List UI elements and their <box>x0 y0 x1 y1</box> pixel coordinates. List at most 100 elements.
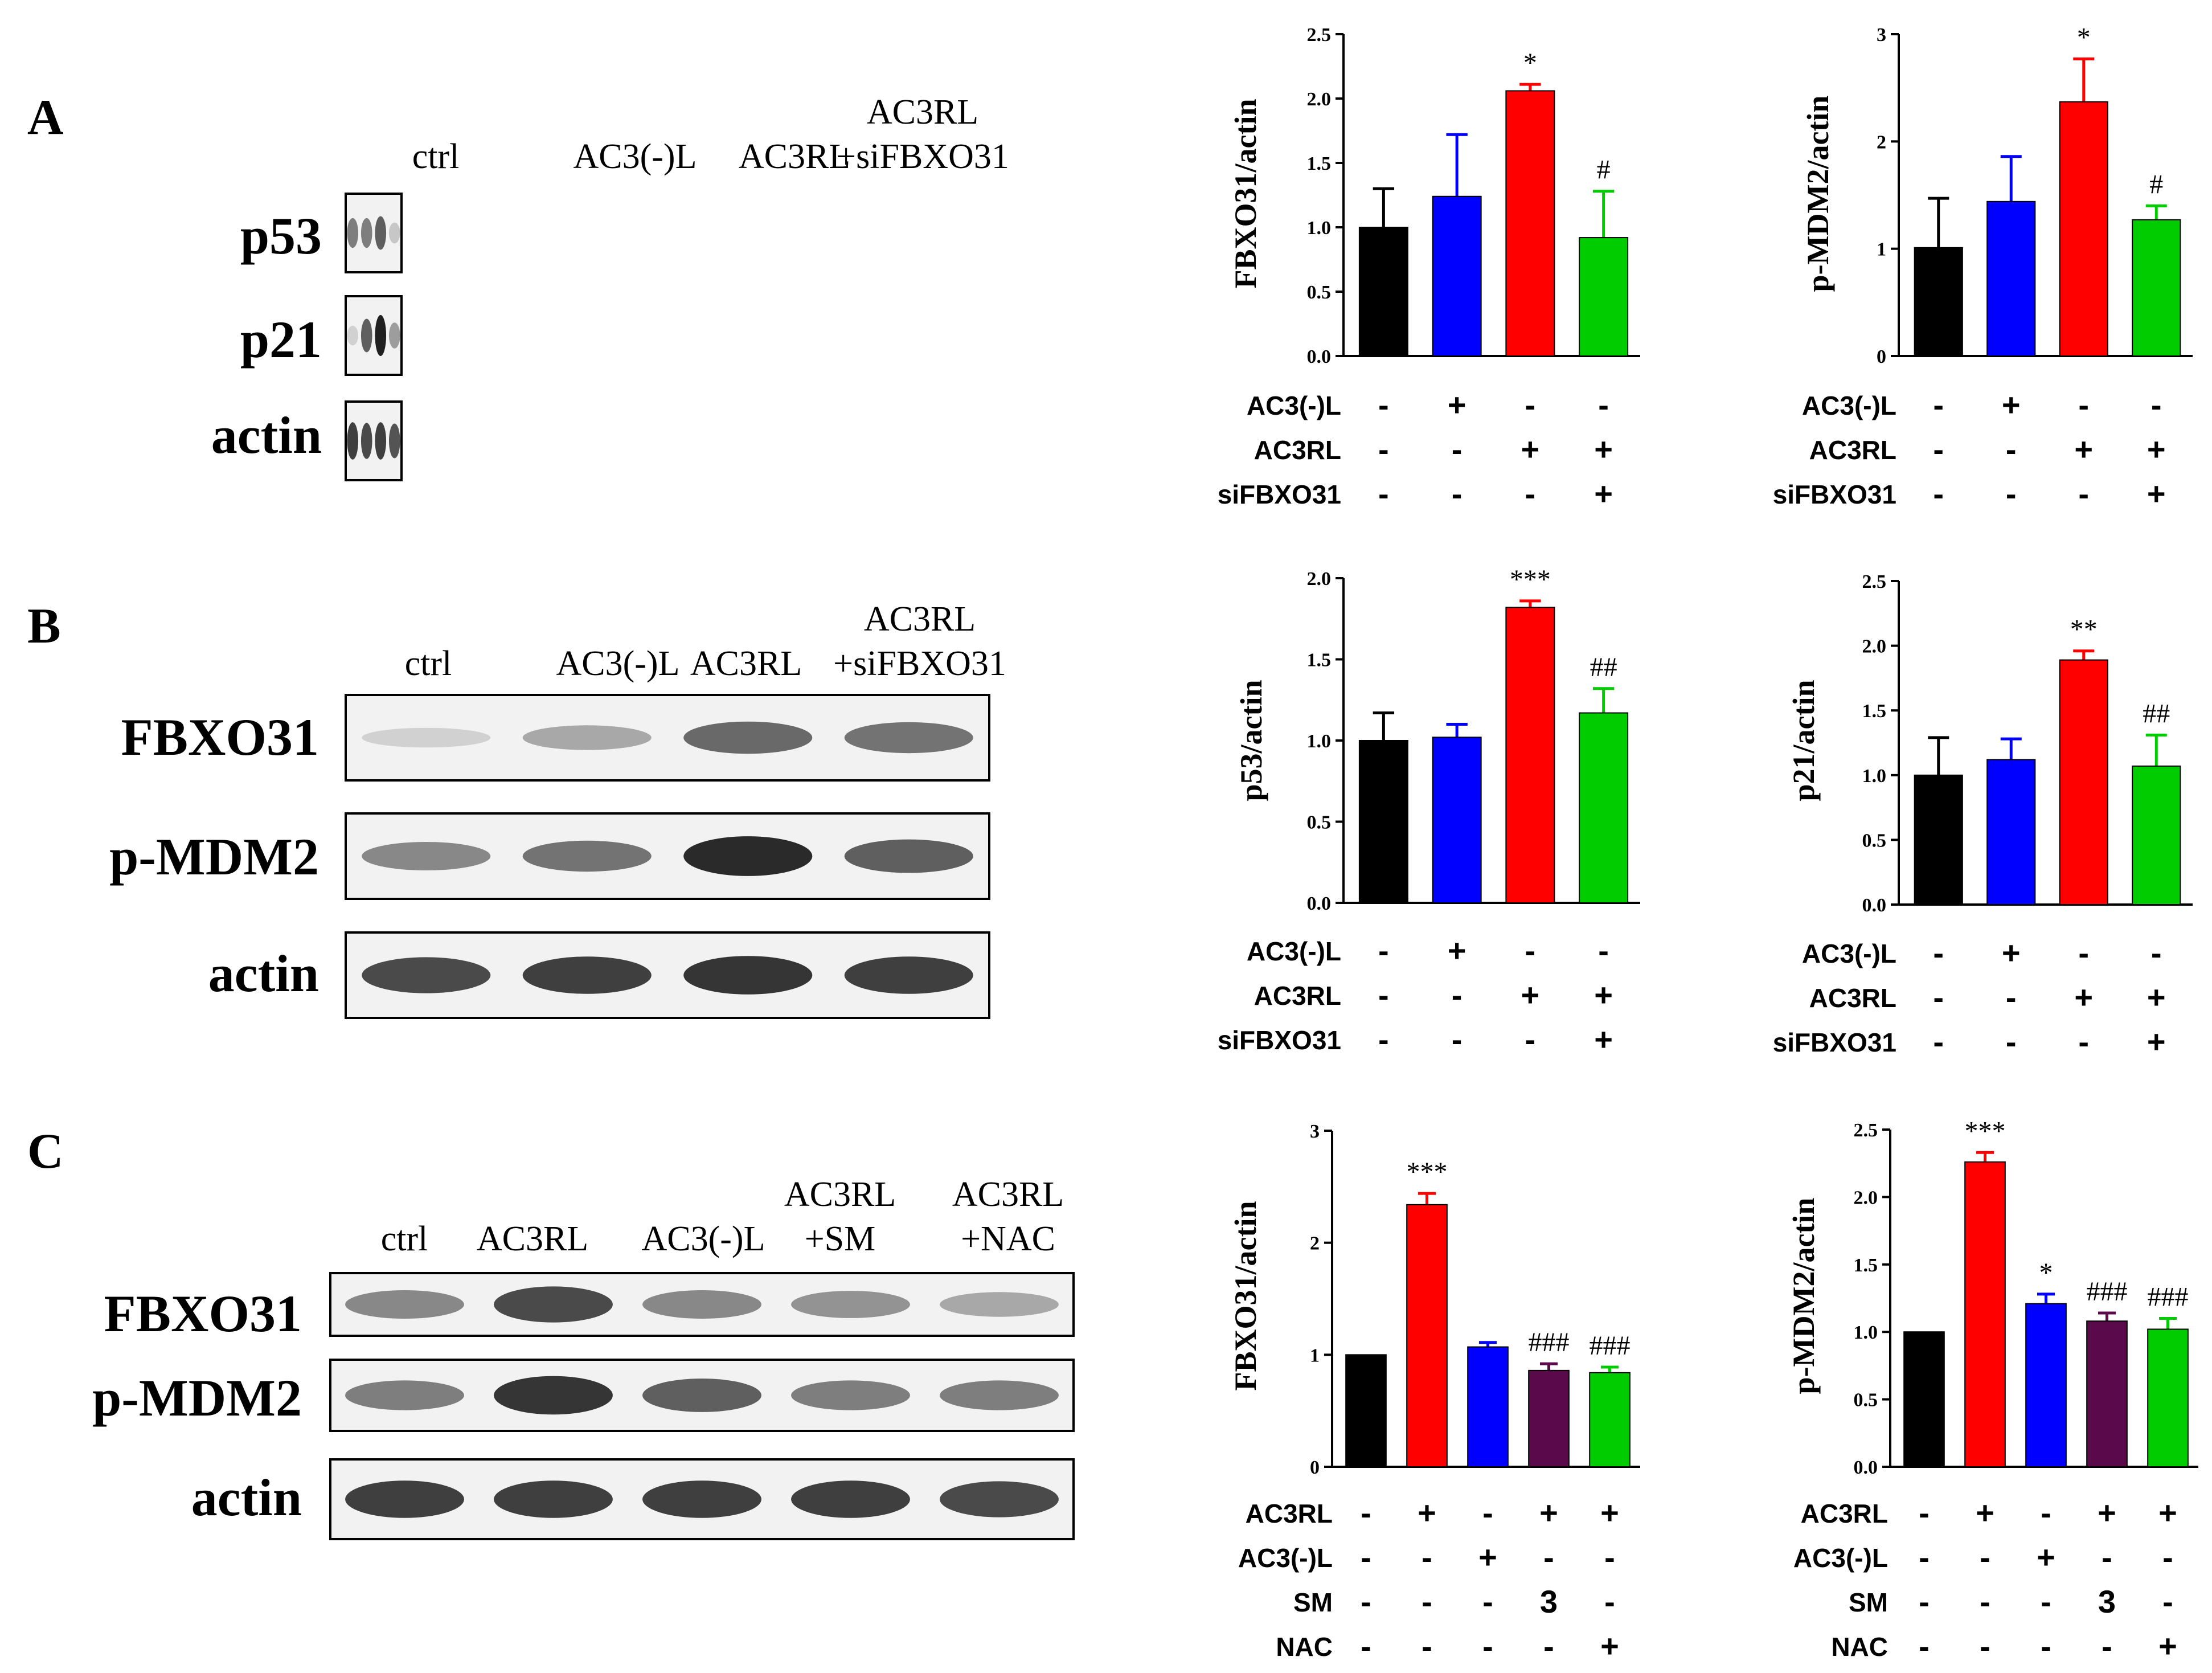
lane-label: AC3RL <box>864 600 976 639</box>
y-tick-label: 1.5 <box>1862 701 1887 722</box>
condition-value: - <box>1604 1584 1615 1619</box>
blot-band <box>642 1480 761 1518</box>
y-tick-label: 0.0 <box>1862 895 1887 916</box>
bar-chart: 0 1 2 3 p-MDM2/actin * # AC3(-)L - + - - AC3RL - - + + si… <box>1773 22 2193 512</box>
lane-label: AC3(-)L <box>556 644 680 683</box>
bar <box>1986 201 2036 357</box>
bar <box>1345 1354 1387 1467</box>
condition-value: - <box>1361 1495 1371 1531</box>
bar <box>1505 607 1555 904</box>
bar <box>2059 101 2108 357</box>
y-tick-label: 1.0 <box>1307 218 1332 239</box>
bar <box>2147 1328 2189 1468</box>
y-axis-label: p53/actin <box>1234 680 1268 801</box>
condition-label: siFBXO31 <box>1218 1025 1341 1055</box>
condition-value: - <box>2162 1584 2173 1619</box>
condition-value: + <box>2037 1539 2055 1575</box>
bar <box>1505 90 1555 357</box>
significance-mark: ## <box>1590 652 1617 682</box>
y-tick-label: 0.5 <box>1854 1390 1878 1411</box>
significance-mark: * <box>1523 48 1537 78</box>
condition-label: NAC <box>1276 1632 1333 1662</box>
condition-value: - <box>2102 1539 2112 1575</box>
condition-value: - <box>1933 1024 1944 1060</box>
blot-band <box>361 423 372 459</box>
blot-band <box>683 721 813 754</box>
blot-band <box>345 1380 464 1410</box>
y-tick-label: 0 <box>1877 346 1886 367</box>
lane-label: AC3RL <box>739 137 850 176</box>
bar <box>1589 1372 1631 1468</box>
condition-value: + <box>2098 1495 2116 1531</box>
condition-value: + <box>1521 977 1540 1013</box>
lane-label: AC3RL <box>952 1175 1064 1214</box>
condition-value: + <box>1539 1495 1558 1531</box>
lane-label: AC3RL <box>867 93 978 132</box>
y-tick-label: 1.0 <box>1854 1322 1878 1343</box>
condition-value: + <box>2074 431 2093 467</box>
condition-value: - <box>1980 1628 1990 1664</box>
condition-value: - <box>1525 476 1536 512</box>
condition-label: SM <box>1293 1588 1333 1617</box>
condition-value: - <box>2006 1024 2017 1060</box>
condition-value: - <box>2151 935 2162 971</box>
condition-value: + <box>1418 1495 1436 1531</box>
condition-value: - <box>1598 387 1609 423</box>
blot-band <box>642 1379 761 1412</box>
condition-value: + <box>1594 476 1613 512</box>
condition-label: NAC <box>1831 1632 1888 1662</box>
bar <box>1406 1204 1448 1468</box>
blot-band <box>375 216 387 250</box>
y-tick-label: 0.5 <box>1307 812 1332 833</box>
significance-mark: * <box>2039 1258 2053 1288</box>
condition-value: - <box>2162 1539 2173 1575</box>
condition-value: - <box>2078 935 2089 971</box>
bar <box>1914 247 1963 357</box>
blot-band <box>388 322 400 349</box>
y-axis-label: p-MDM2/actin <box>1801 96 1835 292</box>
bar-chart: 0.0 0.5 1.0 1.5 2.0 p53/actin *** ## AC3(-)L - + - -… <box>1218 565 1640 1057</box>
significance-mark: ** <box>2070 615 2098 645</box>
condition-value: - <box>2006 476 2017 512</box>
y-tick-label: 0.0 <box>1307 346 1332 367</box>
condition-value: + <box>1478 1539 1497 1575</box>
lane-label: ctrl <box>405 644 452 683</box>
condition-value: - <box>1933 935 1944 971</box>
condition-value: + <box>2147 1024 2166 1060</box>
lane-label: +siFBXO31 <box>833 644 1006 683</box>
y-tick-label: 3 <box>1310 1121 1320 1142</box>
blot-band <box>940 1380 1059 1410</box>
lane-label: AC3RL <box>784 1175 896 1214</box>
condition-value: - <box>1525 932 1536 968</box>
condition-label: AC3RL <box>1801 1499 1888 1528</box>
condition-value: - <box>1361 1584 1371 1619</box>
significance-mark: *** <box>1965 1116 2006 1146</box>
protein-label: p-MDM2 <box>92 1369 302 1427</box>
bar <box>1467 1346 1509 1467</box>
condition-value: - <box>1919 1495 1930 1531</box>
significance-mark: ## <box>2143 698 2170 729</box>
blot-band <box>347 218 359 248</box>
y-tick-label: 1.5 <box>1307 153 1332 174</box>
condition-value: - <box>1422 1628 1432 1664</box>
condition-value: + <box>1594 977 1613 1013</box>
lane-label: +NAC <box>961 1220 1055 1258</box>
lane-label: AC3RL <box>690 644 802 683</box>
blot-band <box>940 1292 1059 1317</box>
significance-mark: * <box>2077 22 2091 52</box>
bar <box>2132 765 2181 905</box>
panel-letter: B <box>27 599 61 654</box>
condition-value: - <box>1919 1584 1930 1619</box>
condition-value: - <box>2078 387 2089 423</box>
condition-value: - <box>1919 1628 1930 1664</box>
bar <box>1432 737 1482 904</box>
condition-value: - <box>1933 431 1944 467</box>
blot-band <box>347 325 359 346</box>
blot-band <box>345 1290 464 1319</box>
condition-value: - <box>2151 387 2162 423</box>
lane-label: AC3RL <box>477 1220 588 1258</box>
blot-band <box>345 1480 464 1518</box>
condition-value: - <box>2006 979 2017 1015</box>
